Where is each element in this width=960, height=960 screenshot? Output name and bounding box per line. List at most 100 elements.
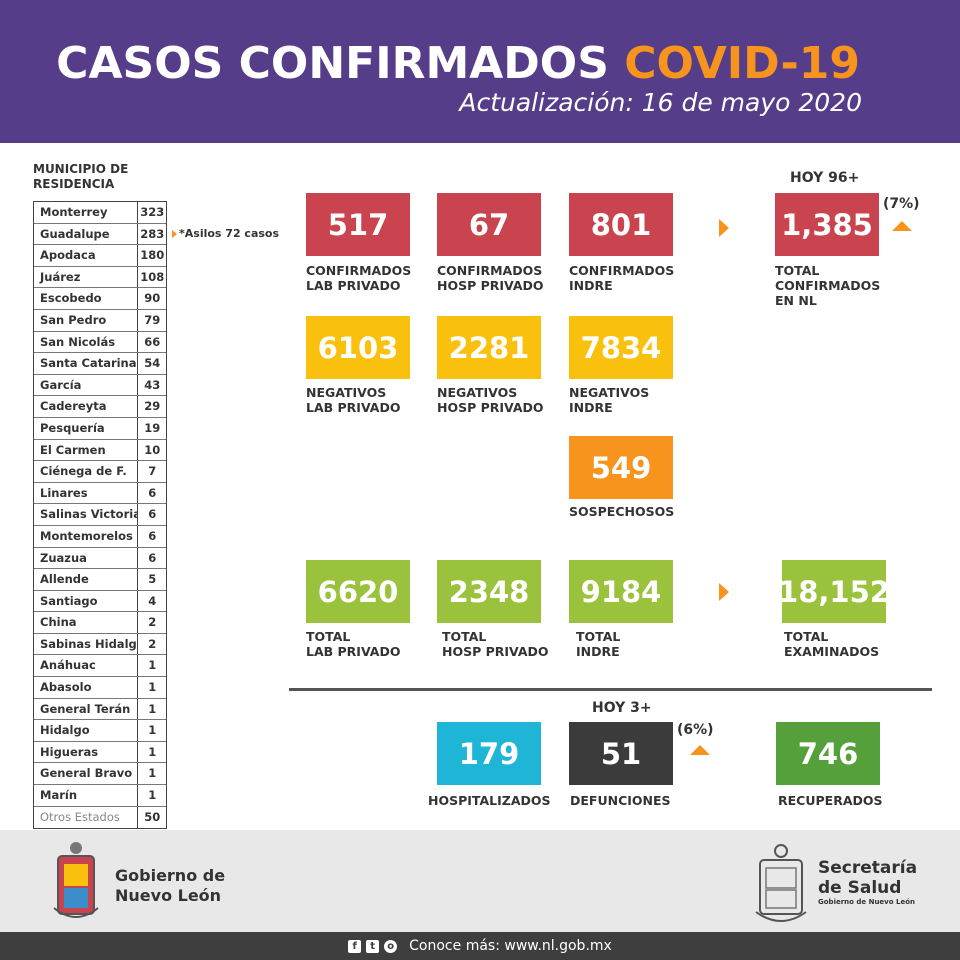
municipio-name: Anáhuac bbox=[34, 655, 139, 677]
municipio-name: Linares bbox=[34, 482, 139, 504]
total-lab-privado-label: TOTAL LAB PRIVADO bbox=[306, 629, 401, 659]
confirmados-hoy: HOY 96+ bbox=[790, 170, 860, 186]
facebook-icon[interactable]: f bbox=[348, 939, 362, 953]
gobierno-nl-label: Gobierno de Nuevo León bbox=[115, 866, 226, 905]
municipio-value: 1 bbox=[148, 766, 157, 781]
municipio-name: Juárez bbox=[34, 266, 139, 288]
table-row: Otros Estados 50 bbox=[34, 806, 166, 829]
municipio-name: General Bravo bbox=[34, 763, 139, 785]
municipio-value: 19 bbox=[144, 420, 161, 435]
update-date: Actualización: 16 de mayo 2020 bbox=[459, 88, 862, 117]
municipio-name: Marín bbox=[34, 785, 139, 806]
municipio-value: 10 bbox=[144, 442, 161, 457]
municipio-value: 1 bbox=[148, 723, 157, 738]
total-indre-box: 9184 bbox=[569, 560, 673, 623]
municipio-name: General Terán bbox=[34, 698, 139, 720]
table-row: Marín 1 bbox=[34, 785, 166, 807]
municipio-value: 7 bbox=[148, 464, 157, 479]
municipio-value: 1 bbox=[148, 788, 157, 803]
municipio-name: Ciénega de F. bbox=[34, 461, 139, 482]
table-row: Allende 5 bbox=[34, 569, 166, 591]
confirmados-lab-privado-label: CONFIRMADOS LAB PRIVADO bbox=[306, 263, 412, 293]
municipio-name: Abasolo bbox=[34, 677, 139, 698]
footer bbox=[0, 830, 960, 932]
table-row: Pesquería 19 bbox=[34, 417, 166, 440]
municipio-value: 4 bbox=[148, 593, 157, 608]
municipio-value: 79 bbox=[144, 312, 161, 327]
municipio-heading: MUNICIPIO DE RESIDENCIA bbox=[33, 162, 129, 191]
municipio-name: Salinas Victoria bbox=[34, 504, 139, 525]
municipio-name: Santa Catarina bbox=[34, 353, 139, 374]
table-row: Anáhuac 1 bbox=[34, 655, 166, 678]
title-main: CASOS CONFIRMADOS bbox=[56, 38, 625, 89]
defunciones-hoy: HOY 3+ bbox=[592, 700, 652, 716]
table-row: Linares 6 bbox=[34, 482, 166, 505]
table-row: El Carmen 10 bbox=[34, 439, 166, 462]
municipio-value: 1 bbox=[148, 658, 157, 673]
negativos-indre-box: 7834 bbox=[569, 316, 673, 379]
total-hosp-privado-box: 2348 bbox=[437, 560, 541, 623]
confirmados-lab-privado-box: 517 bbox=[306, 193, 410, 256]
total-lab-privado-box: 6620 bbox=[306, 560, 410, 623]
arrow-right-icon bbox=[719, 583, 729, 601]
website-link[interactable]: Conoce más: www.nl.gob.mx bbox=[409, 938, 612, 954]
total-confirmados-box: 1,385 bbox=[775, 193, 879, 256]
page-title: CASOS CONFIRMADOS COVID-19 bbox=[0, 38, 860, 89]
municipio-name: Allende bbox=[34, 569, 139, 590]
municipio-name: Escobedo bbox=[34, 288, 139, 309]
municipio-name: Zuazua bbox=[34, 547, 139, 569]
municipio-name: Montemorelos bbox=[34, 525, 139, 547]
negativos-lab-privado-box: 6103 bbox=[306, 316, 410, 379]
total-hosp-privado-label: TOTAL HOSP PRIVADO bbox=[442, 629, 549, 659]
municipio-value: 43 bbox=[144, 377, 161, 392]
table-row: García 43 bbox=[34, 374, 166, 397]
table-row: China 2 bbox=[34, 612, 166, 634]
negativos-hosp-privado-label: NEGATIVOS HOSP PRIVADO bbox=[437, 385, 544, 415]
table-row: San Pedro 79 bbox=[34, 309, 166, 332]
instagram-icon[interactable]: o bbox=[384, 939, 398, 953]
recuperados-label: RECUPERADOS bbox=[778, 793, 883, 808]
municipio-value: 50 bbox=[144, 809, 161, 824]
arrow-up-icon bbox=[892, 221, 912, 231]
table-row: Juárez 108 bbox=[34, 266, 166, 289]
municipio-value: 6 bbox=[148, 550, 157, 565]
negativos-indre-label: NEGATIVOS INDRE bbox=[569, 385, 650, 415]
twitter-icon[interactable]: t bbox=[366, 939, 380, 953]
municipio-value: 1 bbox=[148, 744, 157, 759]
municipio-name: Pesquería bbox=[34, 417, 139, 439]
municipio-value: 66 bbox=[144, 334, 161, 349]
arrow-right-icon bbox=[172, 230, 177, 238]
total-examinados-label: TOTAL EXAMINADOS bbox=[784, 629, 880, 659]
municipio-value: 283 bbox=[140, 226, 165, 241]
table-row: Montemorelos 6 bbox=[34, 525, 166, 548]
sospechosos-label: SOSPECHOSOS bbox=[569, 504, 675, 519]
arrow-right-icon bbox=[719, 219, 729, 237]
table-row: General Terán 1 bbox=[34, 698, 166, 721]
confirmados-hosp-privado-label: CONFIRMADOS HOSP PRIVADO bbox=[437, 263, 544, 293]
municipio-table: Monterrey 323 Guadalupe 283 Apodaca 180 Juárez… bbox=[33, 201, 167, 830]
table-row: Guadalupe 283 bbox=[34, 223, 166, 246]
municipio-value: 6 bbox=[148, 528, 157, 543]
confirmados-indre-label: CONFIRMADOS INDRE bbox=[569, 263, 675, 293]
table-row: Zuazua 6 bbox=[34, 547, 166, 570]
secretaria-salud-sublabel: Gobierno de Nuevo León bbox=[818, 898, 915, 906]
total-indre-label: TOTAL INDRE bbox=[576, 629, 621, 659]
asilos-note: *Asilos 72 casos bbox=[172, 227, 279, 240]
confirmados-indre-box: 801 bbox=[569, 193, 673, 256]
municipio-value: 1 bbox=[148, 701, 157, 716]
table-row: Santiago 4 bbox=[34, 590, 166, 613]
municipio-name: San Pedro bbox=[34, 309, 139, 331]
confirmados-pct: (7%) bbox=[883, 196, 920, 212]
table-row: Escobedo 90 bbox=[34, 288, 166, 310]
municipio-value: 180 bbox=[140, 248, 165, 263]
table-row: Hidalgo 1 bbox=[34, 720, 166, 742]
municipio-name: Monterrey bbox=[34, 202, 139, 223]
total-examinados-box: 18,152 bbox=[778, 560, 890, 623]
municipio-name: Guadalupe bbox=[34, 223, 139, 245]
confirmados-hosp-privado-box: 67 bbox=[437, 193, 541, 256]
municipio-name: García bbox=[34, 374, 139, 396]
municipio-value: 2 bbox=[148, 636, 157, 651]
municipio-name: Cadereyta bbox=[34, 396, 139, 417]
municipio-name: San Nicolás bbox=[34, 331, 139, 353]
municipio-value: 2 bbox=[148, 615, 157, 630]
